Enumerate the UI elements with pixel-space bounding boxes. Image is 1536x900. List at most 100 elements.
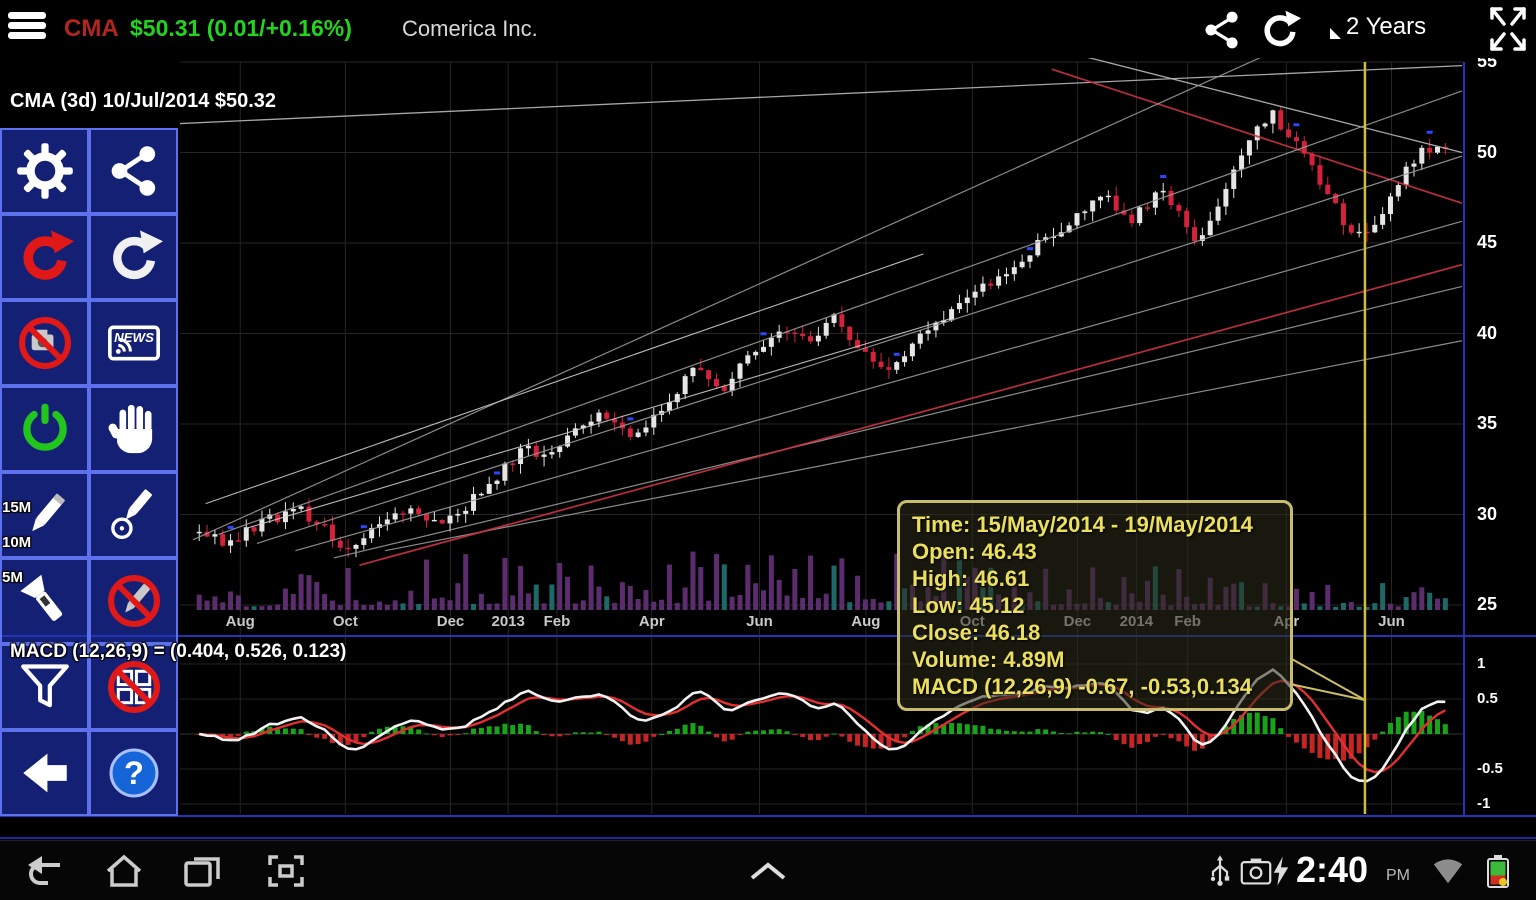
lightning-icon <box>1273 856 1289 886</box>
time-tick-label: Oct <box>332 613 358 630</box>
pencil-icon <box>31 493 65 532</box>
chevron-up-icon <box>750 862 786 880</box>
macd-tick-label: 0.5 <box>1477 690 1498 707</box>
refresh-icon <box>112 230 163 280</box>
nav-recents-button[interactable] <box>178 849 226 893</box>
question-label: ? <box>124 754 144 791</box>
nav-expand-chevron[interactable] <box>744 849 792 893</box>
fullscreen-toggle[interactable] <box>1486 1 1530 57</box>
share-button[interactable] <box>1200 8 1244 52</box>
nav-home-button[interactable] <box>100 849 148 893</box>
time-tick-label: Aug <box>851 613 881 630</box>
price-tick-label: 50 <box>1477 141 1498 162</box>
price-quote: $50.31 (0.01/+0.16%) <box>130 15 352 42</box>
refresh-icon <box>1264 10 1302 47</box>
nav-capture-icon <box>268 855 304 887</box>
time-tick-label: Feb <box>543 613 571 630</box>
draw-point-button[interactable] <box>89 472 178 558</box>
refresh-red-icon <box>22 230 74 280</box>
power-button[interactable] <box>0 386 89 472</box>
wifi-status <box>1424 849 1472 893</box>
news-button[interactable]: NEWS <box>89 300 178 386</box>
nav-back-icon <box>28 856 60 885</box>
power-icon <box>22 403 67 451</box>
settings-button[interactable] <box>0 128 89 214</box>
tooltip-close: Close: 46.18 <box>912 620 1041 645</box>
volume-axis-label: 10M <box>2 534 32 551</box>
tooltip-macd: MACD (12,26,9) -0.67, -0.53,0.134 <box>912 674 1252 699</box>
share-chart-button[interactable] <box>89 128 178 214</box>
draw-trendline-button[interactable] <box>0 472 89 558</box>
clock-time: 2:40 <box>1296 849 1369 890</box>
charging-status <box>1268 849 1294 893</box>
news-icon: NEWS <box>107 325 160 361</box>
refresh-button[interactable] <box>1258 8 1302 52</box>
reload-data-button[interactable] <box>0 214 89 300</box>
time-tick-label: Aug <box>225 613 255 630</box>
price-tick-label: 35 <box>1477 413 1498 433</box>
battery-icon <box>1487 855 1509 888</box>
help-button[interactable]: ? <box>89 730 178 816</box>
usb-icon <box>1210 855 1230 886</box>
pencil-off-icon <box>107 575 160 627</box>
funnel-icon <box>20 664 69 708</box>
menu-icon[interactable] <box>8 9 50 49</box>
snapshot-disabled-button[interactable] <box>0 300 89 386</box>
wifi-icon <box>1433 859 1463 884</box>
time-tick-label: Jun <box>1378 613 1405 630</box>
macd-tick-label: -1 <box>1477 795 1491 812</box>
hand-icon <box>107 404 152 454</box>
nav-back-button[interactable] <box>22 849 70 893</box>
battery-status <box>1474 849 1522 893</box>
back-button[interactable] <box>0 730 89 816</box>
filter-button[interactable] <box>0 644 89 730</box>
refresh-chart-button[interactable] <box>89 214 178 300</box>
range-selector[interactable]: 2 Years <box>1330 13 1426 41</box>
tooltip-high: High: 46.61 <box>912 566 1030 591</box>
pencil-target-icon <box>110 489 152 540</box>
time-tick-label: Apr <box>638 613 665 630</box>
tooltip-low: Low: 45.12 <box>912 593 1025 618</box>
company-name: Comerica Inc. <box>402 16 538 41</box>
last-price: $50.31 <box>130 15 201 41</box>
price-tick-label: 25 <box>1477 594 1498 614</box>
top-bar: CMA $50.31 (0.01/+0.16%) Comerica Inc. 2… <box>0 0 1536 58</box>
drawing-disabled-button[interactable] <box>89 558 178 644</box>
usb-status <box>1196 849 1244 893</box>
news-label: NEWS <box>114 330 154 345</box>
share-icon <box>111 146 155 196</box>
clock-ampm: PM <box>1386 867 1410 884</box>
nav-capture-button[interactable] <box>262 849 310 893</box>
question-icon: ? <box>109 748 158 798</box>
nav-recents-icon <box>184 857 220 887</box>
price-change: (0.01/+0.16%) <box>206 15 352 41</box>
chart-title: CMA (3d) 10/Jul/2014 $50.32 <box>10 90 277 112</box>
crosshair-tooltip: Time: 15/May/2014 - 19/May/2014 Open: 46… <box>897 500 1293 711</box>
dropdown-triangle-icon <box>1330 28 1341 39</box>
tooltip-time: Time: 15/May/2014 - 19/May/2014 <box>912 512 1253 537</box>
time-tick-label: Dec <box>436 613 465 630</box>
tooltip-volume: Volume: 4.89M <box>912 647 1065 672</box>
time-tick-label: 2013 <box>491 613 525 630</box>
gear-icon <box>16 143 73 199</box>
back-arrow-icon <box>22 753 67 793</box>
ticker-symbol: CMA <box>64 15 119 42</box>
grid-off-icon <box>107 661 160 713</box>
android-nav-bar: 2:40 PM <box>0 840 1536 900</box>
expand-arrows-icon <box>1490 7 1526 51</box>
highlight-button[interactable] <box>0 558 89 644</box>
time-tick-label: Jun <box>746 613 773 630</box>
camera-off-icon <box>18 317 71 369</box>
macd-tick-label: -0.5 <box>1477 760 1503 777</box>
macd-tick-label: 1 <box>1477 655 1486 672</box>
price-tick-label: 40 <box>1477 322 1498 343</box>
screenshot-status <box>1232 849 1280 893</box>
price-tick-label: 30 <box>1477 503 1498 524</box>
indicators-disabled-button[interactable] <box>89 644 178 730</box>
pan-mode-button[interactable] <box>89 386 178 472</box>
volume-axis-label: 15M <box>2 499 32 516</box>
flashlight-icon <box>19 574 62 621</box>
range-label: 2 Years <box>1346 13 1427 40</box>
price-tick-label: 45 <box>1477 232 1498 252</box>
